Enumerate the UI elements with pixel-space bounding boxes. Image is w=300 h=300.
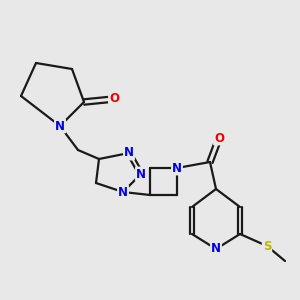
Text: N: N [136, 167, 146, 181]
Text: N: N [211, 242, 221, 256]
Text: N: N [118, 185, 128, 199]
Text: S: S [263, 239, 271, 253]
Text: N: N [172, 161, 182, 175]
Text: O: O [214, 131, 224, 145]
Text: O: O [109, 92, 119, 106]
Text: N: N [55, 119, 65, 133]
Text: N: N [124, 146, 134, 160]
